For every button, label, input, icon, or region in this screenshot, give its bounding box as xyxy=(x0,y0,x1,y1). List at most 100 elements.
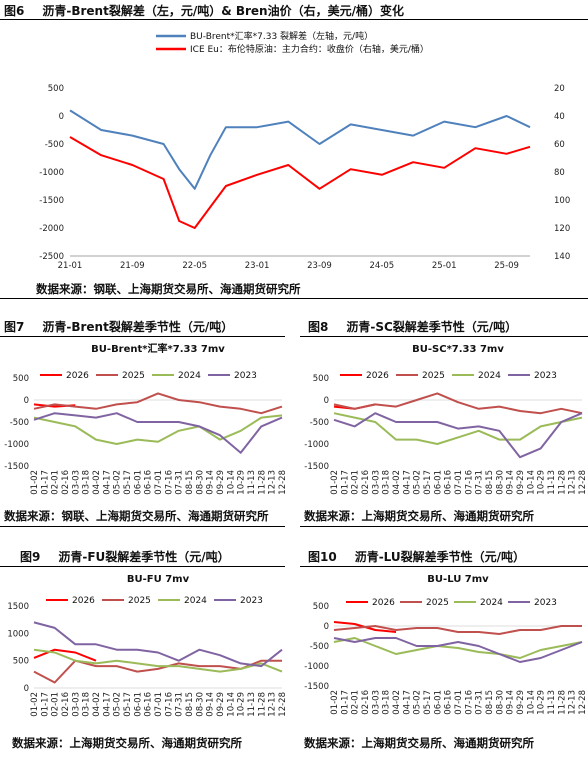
fig8-x-tick: 12-13 xyxy=(568,470,578,495)
fig10-x-tick: 07-16 xyxy=(464,690,474,715)
fig6-legend-label-2: ICE Eu：布伦特原油：主力合约：收盘价（右轴，美元/桶） xyxy=(190,43,429,55)
fig10-title-rule xyxy=(300,566,588,567)
fig10-x-tick: 08-30 xyxy=(495,690,505,715)
fig7-y-tick: 500 xyxy=(13,374,29,384)
fig7-x-tick: 08-30 xyxy=(195,470,205,495)
fig6-source: 数据来源：钢联、上海期货交易所、海通期货研究所 xyxy=(36,282,301,296)
fig9-x-tick: 11-13 xyxy=(247,692,257,717)
fig8-source: 数据来源：上海期货交易所、海通期货研究所 xyxy=(304,509,534,523)
fig8-series-line-2024 xyxy=(333,412,583,445)
fig8-series-line-2023 xyxy=(333,412,583,459)
fig9-legend-label-2024: 2024 xyxy=(184,596,207,606)
fig8-x-tick: 08-30 xyxy=(495,470,505,495)
fig6-x-tick: 21-09 xyxy=(120,261,145,270)
fig10-x-tick: 01-17 xyxy=(340,690,350,715)
fig7-x-tick: 04-17 xyxy=(102,470,112,495)
fig9-series-line-2024 xyxy=(33,648,283,673)
fig7-x-tick: 03-18 xyxy=(82,470,92,495)
fig8-legend-label-2024: 2024 xyxy=(478,371,501,381)
fig7-x-tick: 05-17 xyxy=(123,470,133,495)
fig8-x-tick: 06-01 xyxy=(433,470,443,495)
fig6-title-rule xyxy=(0,19,588,20)
fig9-x-tick: 04-17 xyxy=(102,692,112,717)
fig10-x-tick: 01-02 xyxy=(330,690,340,715)
fig6-yleft-tick: 0 xyxy=(59,112,64,122)
fig8-legend-label-2025: 2025 xyxy=(422,371,445,381)
fig9-x-tick: 07-16 xyxy=(164,692,174,717)
fig9-legend-label-2025: 2025 xyxy=(128,596,151,606)
fig7-x-tick: 10-29 xyxy=(237,470,247,495)
fig7-x-tick: 12-28 xyxy=(278,470,288,495)
fig7-legend-label-2024: 2024 xyxy=(178,371,201,381)
fig9-title-rule xyxy=(0,566,285,567)
fig9-y-tick: 0 xyxy=(24,684,29,694)
fig10-title-text: 沥青-LU裂解差季节性（元/吨） xyxy=(354,550,526,564)
fig7-x-tick: 07-16 xyxy=(164,470,174,495)
fig6-yright-tick: 120 xyxy=(554,224,570,234)
fig6-yright-tick: 100 xyxy=(554,196,570,206)
fig6-number: 图6 xyxy=(4,4,25,18)
fig10-legend-label-2025: 2025 xyxy=(426,598,449,608)
fig9-x-tick: 05-17 xyxy=(123,692,133,717)
fig10-x-tick: 12-28 xyxy=(578,690,588,715)
fig8-x-tick: 10-14 xyxy=(526,470,536,495)
fig7-series-line-2023 xyxy=(33,412,283,454)
fig9-legend-label-2023: 2023 xyxy=(240,596,263,606)
fig9-x-tick: 05-02 xyxy=(113,692,123,717)
fig7-x-tick: 06-16 xyxy=(144,470,154,495)
fig8-legend-label-2026: 2026 xyxy=(366,371,389,381)
fig7-x-tick: 06-01 xyxy=(133,470,143,495)
fig9-x-tick: 02-16 xyxy=(61,692,71,717)
fig10-y-tick: -1000 xyxy=(304,662,329,672)
fig6-yleft-tick: -1000 xyxy=(39,168,64,178)
fig7-title: 图7 沥青-Brent裂解差季节性（元/吨） xyxy=(4,318,233,335)
fig8-x-tick: 04-17 xyxy=(402,470,412,495)
fig6-yleft-tick: -1500 xyxy=(39,196,64,206)
fig9-y-tick: 1000 xyxy=(7,629,29,639)
fig10-x-tick: 07-31 xyxy=(475,690,485,715)
fig7-x-tick: 08-15 xyxy=(185,470,195,495)
fig10-legend-label-2023: 2023 xyxy=(534,598,557,608)
fig8-x-tick: 07-31 xyxy=(475,470,485,495)
fig6-title: 图6 沥青-Brent裂解差（左，元/吨）& Bren油价（右，美元/桶）变化 xyxy=(4,2,404,19)
fig8-x-tick: 01-17 xyxy=(340,470,350,495)
fig8-x-tick: 06-16 xyxy=(444,470,454,495)
fig8-x-tick: 01-02 xyxy=(330,470,340,495)
fig8-x-tick: 04-02 xyxy=(392,470,402,495)
fig9-x-tick: 08-15 xyxy=(185,692,195,717)
fig9-x-tick: 01-17 xyxy=(40,692,50,717)
fig7-x-tick: 04-02 xyxy=(92,470,102,495)
fig8-chart-title: BU-SC*7.33 7mv xyxy=(412,344,504,355)
fig10-x-tick: 10-29 xyxy=(537,690,547,715)
fig8-number: 图8 xyxy=(308,320,329,334)
fig10-chart: BU-LU 7mv 2026 2025 2024 2023 500 0 -500 -1000 -1… xyxy=(304,574,588,715)
fig7-bottom-rule xyxy=(0,526,285,527)
fig10-x-tick: 06-01 xyxy=(433,690,443,715)
fig8-x-tick: 12-28 xyxy=(578,470,588,495)
fig10-x-tick: 04-02 xyxy=(392,690,402,715)
fig8-title-rule xyxy=(300,336,588,337)
fig9-legend-label-2026: 2026 xyxy=(72,596,95,606)
fig9-x-tick: 04-02 xyxy=(92,692,102,717)
fig7-x-tick: 03-03 xyxy=(71,470,81,495)
fig8-chart: BU-SC*7.33 7mv 2026 2025 2024 2023 500 0 -500 -1… xyxy=(304,344,588,495)
fig9-series-line-2026 xyxy=(33,648,97,662)
fig7-x-tick: 09-14 xyxy=(206,470,216,495)
fig6-yright-tick: 140 xyxy=(554,252,570,262)
fig7-legend-label-2025: 2025 xyxy=(122,371,145,381)
fig10-x-tick: 08-15 xyxy=(485,690,495,715)
fig7-x-tick: 07-01 xyxy=(154,470,164,495)
fig9-x-tick: 09-14 xyxy=(206,692,216,717)
fig10-x-tick: 05-17 xyxy=(423,690,433,715)
fig10-x-tick: 06-16 xyxy=(444,690,454,715)
fig10-x-tick: 04-17 xyxy=(402,690,412,715)
fig9-x-tick: 10-29 xyxy=(237,692,247,717)
fig9-x-tick: 06-01 xyxy=(133,692,143,717)
fig10-x-tick: 02-16 xyxy=(361,690,371,715)
fig8-bottom-rule xyxy=(300,526,588,527)
fig7-x-tick: 01-17 xyxy=(40,470,50,495)
fig6-yleft-tick: -2500 xyxy=(39,252,64,262)
fig9-x-tick: 03-18 xyxy=(82,692,92,717)
fig9-y-tick: 500 xyxy=(13,657,29,667)
